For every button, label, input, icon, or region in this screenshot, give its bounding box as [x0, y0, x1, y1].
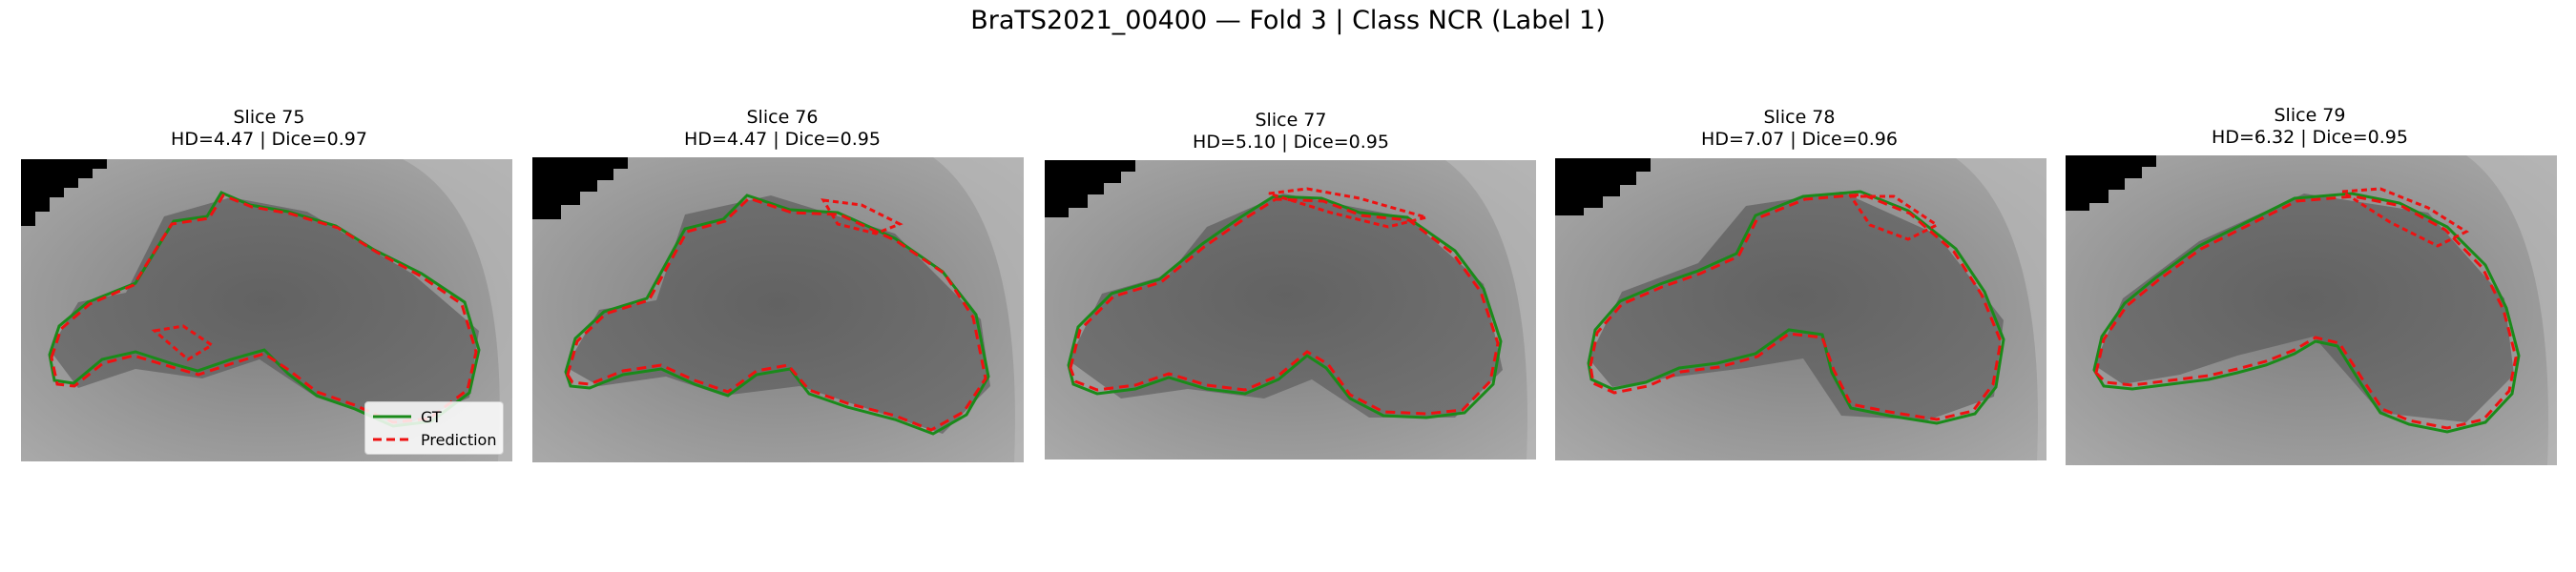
mri-slice-79-image	[2066, 155, 2557, 465]
mri-slice-77-image	[1045, 160, 1536, 460]
legend-entry-gt: GT	[373, 407, 442, 426]
legend: GT Prediction	[364, 401, 504, 455]
mri-slice-76-image	[532, 157, 1024, 462]
figure-title: BraTS2021_00400 — Fold 3 | Class NCR (La…	[970, 6, 1606, 35]
panel-title-slice-78: Slice 78 HD=7.07 | Dice=0.96	[1551, 107, 2047, 151]
slice-label: Slice 75	[233, 107, 305, 128]
mri-slice-78-image	[1555, 158, 2046, 460]
prediction-dashed-line-icon	[373, 438, 411, 441]
slice-label: Slice 78	[1763, 107, 1836, 128]
legend-gt-label: GT	[421, 407, 442, 426]
slice-label: Slice 77	[1255, 110, 1327, 131]
metrics-label: HD=4.47 | Dice=0.97	[171, 129, 367, 150]
metrics-label: HD=4.47 | Dice=0.95	[684, 129, 881, 150]
legend-prediction-label: Prediction	[421, 430, 497, 449]
slice-label: Slice 76	[746, 107, 819, 128]
legend-entry-prediction: Prediction	[373, 430, 496, 449]
metrics-label: HD=6.32 | Dice=0.95	[2212, 127, 2408, 148]
metrics-label: HD=7.07 | Dice=0.96	[1701, 129, 1898, 150]
panel-title-slice-77: Slice 77 HD=5.10 | Dice=0.95	[1043, 110, 1539, 153]
panel-title-slice-76: Slice 76 HD=4.47 | Dice=0.95	[534, 107, 1030, 151]
slice-label: Slice 79	[2274, 105, 2346, 126]
panel-title-slice-75: Slice 75 HD=4.47 | Dice=0.97	[21, 107, 517, 151]
mri-slice-75-image	[21, 159, 512, 461]
panel-title-slice-79: Slice 79 HD=6.32 | Dice=0.95	[2062, 105, 2558, 149]
gt-line-icon	[373, 415, 411, 419]
metrics-label: HD=5.10 | Dice=0.95	[1193, 132, 1389, 153]
